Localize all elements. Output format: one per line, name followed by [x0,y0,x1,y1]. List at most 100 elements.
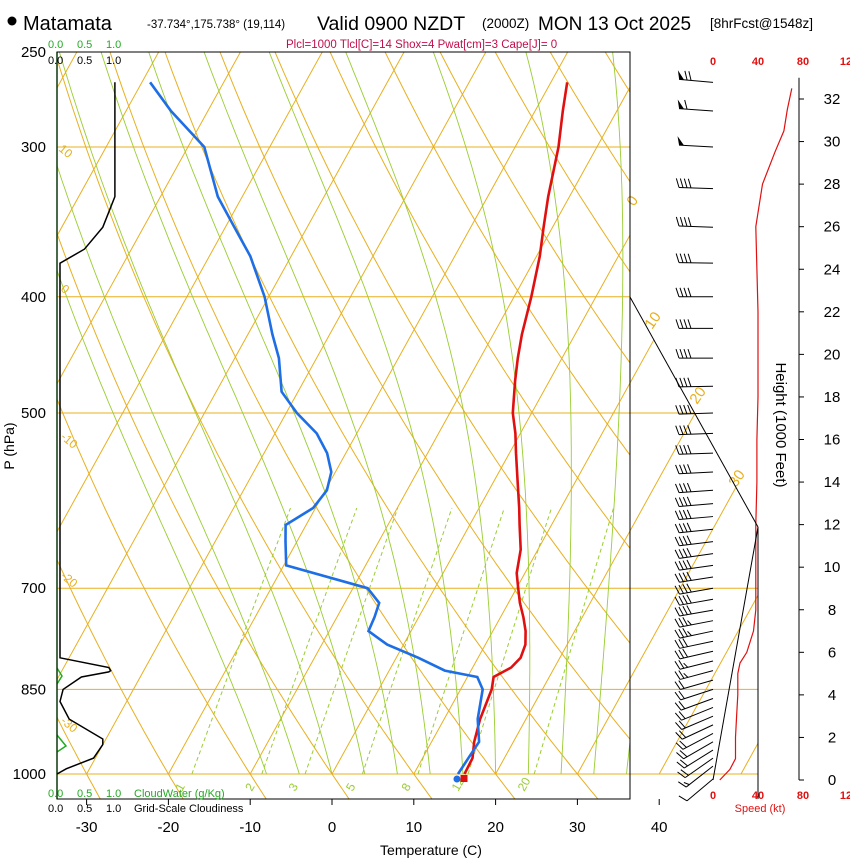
speed-tick-label-top: 40 [752,56,764,68]
wind-barb-feather [686,594,692,604]
wind-barb [678,765,714,788]
wind-barb-feather [674,629,681,639]
wind-barb-feather [678,670,685,679]
mixing-ratio-line [417,507,505,775]
moist-adiabat-line [593,52,624,775]
cloudiness-label: Grid-Scale Cloudiness [134,803,244,815]
cloud-water-tick: 1.0 [106,788,121,800]
wind-barb-feather [674,573,680,583]
wind-barb-staff [679,412,714,415]
wind-barb-staff [679,587,714,595]
wind-barb-feather [678,690,685,699]
cloudiness-tick: 0.0 [48,55,63,67]
isotherm-label: 30 [725,467,748,490]
wind-barb-staff [679,186,714,190]
height-tick-label: 14 [824,474,841,491]
wind-barb-feather [679,377,684,387]
wind-barb-staff [679,650,714,660]
wind-barb-feather [687,464,692,474]
wind-barb [675,178,714,190]
wind-barb-feather [674,660,681,670]
mixing-ratio-label: 3 [286,780,302,793]
wind-barb-feather [675,425,680,435]
wind-barb [674,571,714,583]
wind-barb [675,348,713,359]
temperature-tick-label: 10 [405,819,422,836]
cloud-water-curve [56,667,68,753]
isotherm-label: 10 [641,309,664,332]
isotherm-line [86,52,551,775]
wind-barb [676,749,714,769]
wind-barb-feather [683,662,689,668]
wind-barb-feather [678,660,685,669]
wind-barb-feather [687,348,692,359]
wind-barb-feather [674,681,681,690]
wind-barb-staff [679,630,714,639]
dry-adiabat-line [57,716,101,799]
height-axis-label: Height (1000 Feet) [772,362,789,487]
cloudiness-tick: 0.5 [77,803,92,815]
wind-barb [674,594,714,606]
wind-barb [675,319,713,329]
mixing-ratio-label: 20 [515,775,534,794]
wind-barb-feather [674,510,680,520]
wind-barb-feather [683,178,688,188]
wind-barb-feather [678,523,684,533]
cloud-water-tick: 0.5 [77,788,92,800]
valid-time: Valid 0900 NZDT [317,13,465,35]
wind-barb-feather [682,606,688,615]
wind-barb-feather [678,510,684,520]
wind-barb-feather [686,496,692,506]
wind-barb-feather [674,618,681,628]
wind-barb-feather [675,319,680,329]
wind-barb-feather [683,672,689,678]
wind-barb-feather [683,782,690,786]
dry-adiabat-line [57,231,350,799]
wind-barb-staff [679,144,714,148]
wind-barb-staff [683,749,714,769]
wind-barb-feather [676,761,685,769]
wind-barb-feather [686,583,692,593]
wind-barb-feather [686,571,692,581]
wind-barb-staff [679,640,714,649]
wind-barb [674,628,714,639]
wind-barb-feather [675,405,680,415]
wind-barb-feather [687,404,692,414]
wind-barb-staff [679,503,714,508]
wind-barb-feather [683,217,688,227]
wind-barb-feather [674,523,680,533]
isotherm-label: 0 [623,193,642,210]
moist-adiabat-line [100,52,366,775]
isotherm-line [57,52,60,775]
wind-barb-feather [675,287,680,297]
wind-barb-staff [681,724,714,740]
height-tick-label: 30 [824,134,841,151]
wind-barb-feather [683,464,688,474]
wind-barb-feather [679,216,684,227]
wind-barb-feather [687,178,692,189]
wind-barb-staff [679,489,714,494]
wind-barb-staff [679,432,714,436]
wind-barb-staff [680,697,714,711]
dry-adiabat-line [0,31,18,800]
wind-barb [674,688,714,701]
wind-barb [675,253,714,264]
dry-adiabat-label: 10 [56,142,75,162]
speed-tick-label-bottom: 12 [840,790,850,802]
dry-adiabat-line [57,558,184,799]
wind-barb-feather [674,585,680,595]
wind-barb-feather [682,584,688,593]
cloud-water-label: CloudWater (g/Kg) [134,788,225,800]
y-axis-label: P (hPa) [1,422,17,469]
wind-barb-feather [687,217,692,227]
dry-adiabat-line [57,397,267,799]
wind-barb-feather [679,178,684,188]
speed-tick-label-top: 0 [710,56,716,68]
wind-barb-staff [679,576,714,583]
wind-barb-feather [678,483,684,493]
wind-barb [674,660,714,670]
wind-barb-staff [679,660,714,670]
height-tick-label: 16 [824,432,841,449]
dry-adiabat-line [109,52,516,799]
